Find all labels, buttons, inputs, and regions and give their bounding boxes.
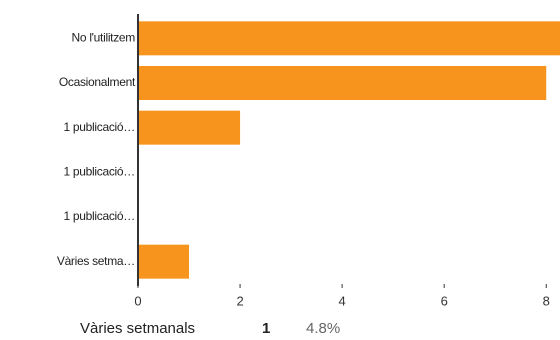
- bar: [138, 110, 241, 145]
- summary-percent: 4.8%: [306, 320, 340, 337]
- x-tick-label: 8: [543, 293, 550, 308]
- bars: [138, 21, 560, 279]
- y-tick-label: No l'utilitzem: [72, 31, 136, 45]
- x-tick-label: 2: [236, 293, 243, 308]
- bar: [138, 66, 547, 100]
- y-tick-label: Vàries setma…: [57, 254, 135, 268]
- x-tick-label: 6: [441, 293, 448, 308]
- x-tick-label: 4: [339, 293, 346, 308]
- bar: [138, 244, 190, 279]
- summary-label: Vàries setmanals: [80, 320, 195, 337]
- y-tick-label: 1 publicació…: [64, 120, 135, 134]
- x-tick-label: 0: [134, 293, 141, 308]
- y-tick-label: 1 publicació…: [64, 165, 135, 179]
- bar: [138, 21, 560, 56]
- y-tick-label: 1 publicació…: [64, 209, 135, 223]
- summary-count: 1: [262, 320, 270, 337]
- y-tick-label: Ocasionalment: [59, 75, 136, 89]
